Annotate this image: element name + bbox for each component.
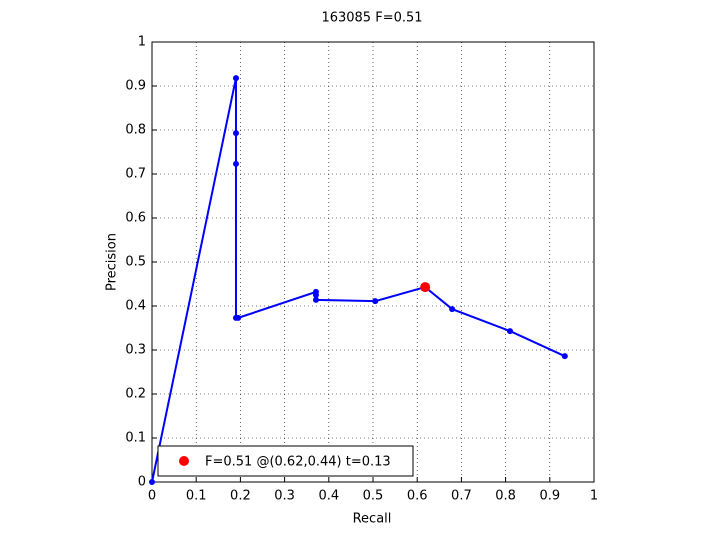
data-line	[151, 77, 566, 483]
legend-marker	[179, 456, 189, 466]
y-tick-label: 0.6	[125, 211, 146, 226]
x-tick-label: 0.3	[274, 489, 295, 504]
data-point	[149, 479, 155, 485]
x-tick-label: 0.6	[407, 489, 428, 504]
plot-frame	[151, 41, 595, 483]
x-tick-label: 0.1	[186, 489, 207, 504]
data-point	[232, 75, 239, 82]
y-tick-label: 0.3	[125, 343, 146, 358]
data-point	[232, 160, 239, 167]
data-point	[449, 306, 456, 313]
y-tick-label: 0.8	[125, 123, 146, 138]
legend-label: F=0.51 @(0.62,0.44) t=0.13	[205, 455, 391, 470]
legend-box	[157, 445, 414, 477]
x-tick-label: 0.8	[495, 489, 516, 504]
x-tick-label: 0.5	[363, 489, 384, 504]
y-tick-label: 0.9	[125, 79, 146, 94]
y-axis-label: Precision	[105, 233, 120, 291]
x-axis-label: Recall	[353, 512, 392, 527]
data-point	[235, 314, 242, 321]
x-tick-label: 0.4	[318, 489, 339, 504]
y-tick-label: 0.1	[125, 431, 146, 446]
y-tick-label: 0.7	[125, 167, 146, 182]
x-tick-label: 0.7	[451, 489, 472, 504]
data-point	[507, 328, 514, 335]
x-tick-label: 1	[590, 489, 598, 504]
y-tick-label: 0.4	[125, 299, 146, 314]
y-tick-label: 0.2	[125, 387, 146, 402]
data-point	[312, 296, 319, 303]
best-point	[420, 282, 431, 293]
data-point	[312, 292, 319, 298]
chart-title: 163085 F=0.51	[321, 11, 422, 26]
data-point	[372, 298, 379, 305]
x-tick-label: 0.9	[539, 489, 560, 504]
data-point	[561, 353, 568, 360]
y-tick-label: 0	[138, 475, 146, 490]
x-tick-label: 0.2	[230, 489, 251, 504]
data-point	[232, 130, 239, 137]
y-tick-label: 1	[138, 35, 146, 50]
y-tick-label: 0.5	[125, 255, 146, 270]
x-tick-label: 0	[148, 489, 156, 504]
